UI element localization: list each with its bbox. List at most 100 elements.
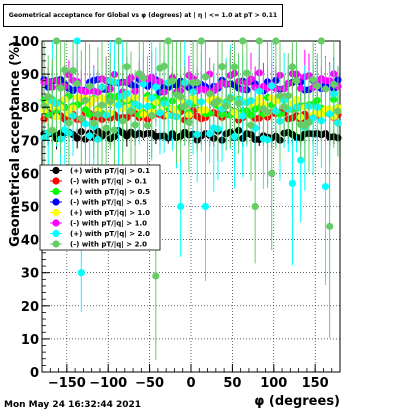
data-point <box>156 109 164 117</box>
data-point <box>65 119 73 127</box>
data-point <box>230 133 239 141</box>
data-point <box>263 108 272 116</box>
data-point <box>297 156 305 164</box>
legend-label: (-) with pT/|q| > 0.5 <box>70 199 147 208</box>
data-point <box>106 97 114 106</box>
legend-label: (+) with pT/|q| > 2.0 <box>70 230 150 239</box>
data-point <box>143 121 152 130</box>
data-point <box>94 110 102 119</box>
legend-marker <box>52 219 60 227</box>
data-point <box>330 80 338 88</box>
y-tick-label: 0 <box>30 366 39 381</box>
data-point <box>201 202 210 211</box>
legend-marker <box>52 198 60 206</box>
data-point <box>321 85 330 93</box>
data-point <box>73 79 81 88</box>
data-point <box>313 82 321 90</box>
data-point <box>197 37 205 45</box>
data-point <box>114 101 123 109</box>
data-point <box>61 66 69 74</box>
data-point <box>234 99 243 108</box>
data-point <box>255 37 263 45</box>
data-point <box>85 132 94 140</box>
data-point <box>251 202 259 211</box>
data-point <box>148 111 156 120</box>
y-tick-label: 80 <box>21 101 39 116</box>
data-point <box>152 83 160 91</box>
data-point <box>81 96 90 104</box>
data-point <box>268 82 276 90</box>
data-point <box>69 66 77 75</box>
x-tick-label: 0 <box>186 376 195 391</box>
data-point <box>201 73 210 81</box>
data-point <box>139 74 148 82</box>
data-point <box>193 78 201 87</box>
timestamp-footer: Mon May 24 16:32:44 2021 <box>4 400 142 410</box>
data-point <box>110 126 119 134</box>
data-point <box>90 119 98 127</box>
y-tick-label: 20 <box>21 300 39 315</box>
data-point <box>284 92 292 100</box>
data-point <box>230 63 239 71</box>
data-point <box>206 130 214 138</box>
data-point <box>247 121 255 129</box>
y-tick-label: 50 <box>21 201 39 216</box>
data-point <box>85 82 94 90</box>
data-point <box>222 102 230 110</box>
legend: (+) with pT/|q| > 0.1 (-) with pT/|q| > 0… <box>39 164 161 251</box>
legend-marker <box>52 229 60 238</box>
legend-label: (-) with pT/|q| > 0.1 <box>70 178 147 187</box>
data-point <box>326 110 334 118</box>
legend-label: (+) with pT/|q| > 0.1 <box>70 167 150 176</box>
data-point <box>218 63 226 71</box>
data-point <box>243 69 251 77</box>
data-point <box>114 37 123 45</box>
legend-label: (+) with pT/|q| > 1.0 <box>70 209 150 218</box>
axes: −150 −100 −50 0 50 100 150 0 10 20 30 40 50 60 70 80 90 1… <box>12 35 341 391</box>
data-point <box>297 84 305 93</box>
data-point <box>77 269 85 277</box>
legend-label: (-) with pT/|q| > 2.0 <box>70 241 147 250</box>
data-point <box>73 134 81 142</box>
data-point <box>177 92 185 101</box>
y-axis-label: Geometrical acceptance (%) <box>8 41 23 247</box>
data-point <box>292 77 301 85</box>
data-point <box>288 179 297 187</box>
data-point <box>102 124 110 132</box>
y-tick-label: 90 <box>21 68 39 83</box>
data-point <box>119 117 127 125</box>
data-point <box>131 121 139 129</box>
data-point <box>98 101 106 109</box>
data-point <box>239 37 247 45</box>
y-tick-label: 10 <box>21 333 39 348</box>
data-point <box>268 169 276 177</box>
x-tick-label: −100 <box>89 376 127 391</box>
legend-marker <box>52 166 60 175</box>
x-tick-label: 100 <box>260 376 287 391</box>
data-point <box>127 107 135 116</box>
y-tick-label: 70 <box>21 134 39 149</box>
data-point <box>185 118 193 126</box>
data-point <box>272 37 280 45</box>
data-point <box>52 37 61 45</box>
legend-marker <box>52 177 60 185</box>
data-point <box>239 112 247 120</box>
chart-title: Geometrical acceptance for Global vs φ (… <box>3 4 283 27</box>
data-point <box>214 97 222 105</box>
data-point <box>288 63 297 71</box>
x-tick-label: −50 <box>135 376 164 391</box>
y-tick-label: 60 <box>21 167 39 182</box>
legend-marker <box>52 208 60 217</box>
y-tick-label: 30 <box>21 267 39 282</box>
data-point <box>326 222 334 230</box>
data-point <box>152 272 160 280</box>
data-point <box>44 93 52 101</box>
data-point <box>181 102 189 110</box>
data-point <box>164 37 172 45</box>
y-tick-label: 40 <box>21 234 39 249</box>
x-axis-label: φ (degrees) <box>254 394 340 409</box>
y-tick-label: 100 <box>12 35 39 50</box>
data-point <box>40 102 48 110</box>
data-point <box>276 92 284 100</box>
data-point <box>226 94 234 103</box>
